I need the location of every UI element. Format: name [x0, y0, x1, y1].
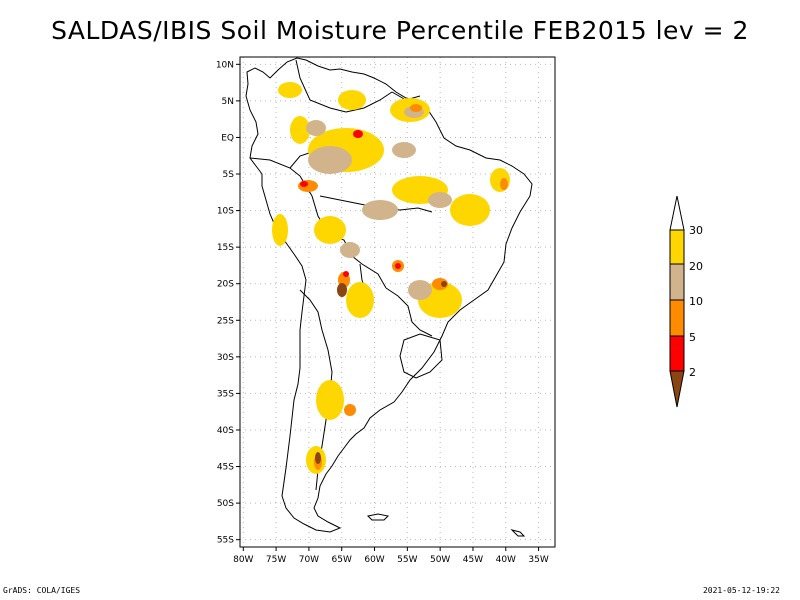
colorbar-label-10: 10 — [689, 295, 703, 308]
lat-tick-label: 50S — [217, 499, 234, 509]
map-background — [240, 57, 555, 547]
colorbar: 30 20 10 5 2 — [669, 195, 703, 408]
map-title: SALDAS/IBIS Soil Moisture Percentile FEB… — [51, 16, 749, 45]
map-frame — [239, 56, 556, 548]
lon-tick-label: 35W — [528, 555, 548, 565]
lat-tick-label: 25S — [217, 316, 234, 326]
colorbar-box-10-20 — [669, 263, 685, 301]
colorbar-top-triangle — [669, 195, 685, 231]
lat-tick-label: 20S — [217, 280, 234, 290]
lat-tick-label: 15S — [217, 243, 234, 253]
lat-tick-label: 45S — [217, 463, 234, 473]
lon-tick-label: 70W — [299, 555, 319, 565]
lat-tick-label: 55S — [217, 536, 234, 546]
colorbar-bottom-triangle — [669, 370, 685, 408]
colorbar-box-5-10 — [669, 299, 685, 337]
soil-moisture-field — [272, 82, 510, 474]
lon-tick-label: 55W — [397, 555, 417, 565]
colorbar-box-2-5 — [669, 335, 685, 372]
latitude-axis: 10N 5N EQ 5S 10S 15S 20S 25S 30S 35S 40S 45S 50S 55S — [216, 60, 240, 546]
lon-tick-label: 40W — [496, 555, 516, 565]
lat-tick-label: 35S — [217, 389, 234, 399]
colorbar-box-20-30 — [669, 229, 685, 265]
longitude-axis: 80W 75W 70W 65W 60W 55W 50W 45W 40W 35W — [233, 547, 549, 565]
colorbar-label-30: 30 — [689, 224, 703, 237]
lon-tick-label: 80W — [233, 555, 253, 565]
lon-tick-label: 65W — [332, 555, 352, 565]
colorbar-label-5: 5 — [689, 331, 696, 344]
lat-tick-label: 10N — [216, 60, 234, 70]
lon-tick-label: 60W — [364, 555, 384, 565]
lat-tick-label: 5S — [223, 170, 235, 180]
lon-tick-label: 75W — [266, 555, 286, 565]
lat-tick-label: 40S — [217, 426, 234, 436]
colorbar-label-20: 20 — [689, 260, 703, 273]
footer-credit: GrADS: COLA/IGES — [3, 586, 81, 595]
lat-tick-label: 10S — [217, 207, 234, 217]
lat-tick-label: EQ — [221, 133, 234, 143]
lon-tick-label: 50W — [430, 555, 450, 565]
colorbar-label-2: 2 — [689, 366, 696, 379]
lat-tick-label: 30S — [217, 353, 234, 363]
lon-tick-label: 45W — [463, 555, 483, 565]
lat-tick-label: 5N — [222, 97, 234, 107]
footer-timestamp: 2021-05-12-19:22 — [702, 586, 780, 595]
